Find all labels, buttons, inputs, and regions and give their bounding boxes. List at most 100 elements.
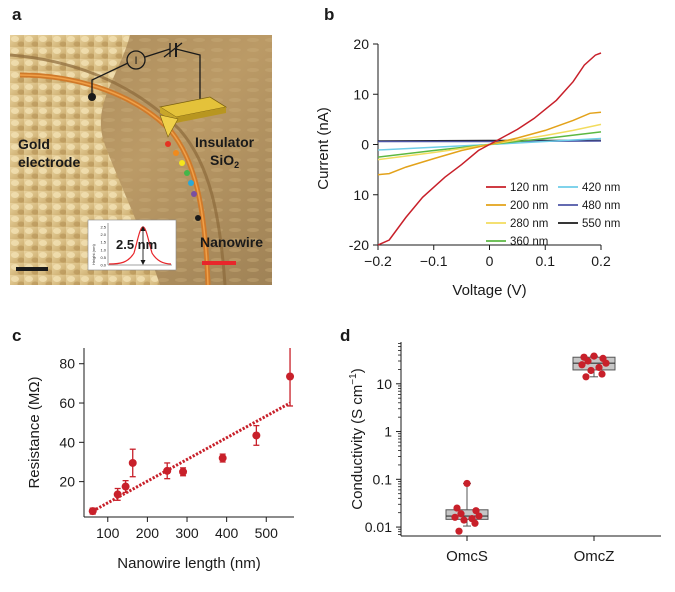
- linear-fit-line: [91, 401, 291, 513]
- series-line-550nm: [377, 139, 601, 142]
- data-point: [472, 507, 480, 515]
- legend-label: 280 nm: [510, 218, 548, 230]
- nanowire-dot-4: [184, 170, 190, 176]
- inset-tick-label: 0.5: [100, 255, 106, 260]
- panel-d-letter: d: [340, 326, 351, 345]
- data-point: [598, 370, 606, 378]
- y-tick-label: 1: [384, 424, 392, 440]
- series-line-360nm: [377, 131, 602, 158]
- x-tick-label: 200: [136, 525, 160, 541]
- x-tick-label: 100: [96, 525, 120, 541]
- box-iqr: [445, 509, 489, 520]
- x-axis-label: Nanowire length (nm): [117, 555, 260, 572]
- y-tick-label: -20: [349, 237, 369, 253]
- nanowire-position-dots: [165, 141, 201, 221]
- electrode-label: electrode: [18, 154, 80, 170]
- y-tick-label: 20: [59, 474, 75, 490]
- data-point: [286, 372, 295, 381]
- data-point: [88, 507, 97, 516]
- data-point: [595, 363, 603, 372]
- gold-label: Gold: [18, 136, 50, 152]
- data-point: [475, 512, 483, 520]
- data-point: [587, 366, 595, 375]
- afm-probe: [158, 96, 228, 138]
- y-tick-label: 0.1: [373, 471, 393, 487]
- height-value: 2.5 nm: [116, 237, 157, 252]
- y-tick-label: 0.01: [365, 519, 392, 535]
- x-tick-label: −0.1: [420, 253, 448, 269]
- iv-chart-panel-b: 20 10 0 10 -20−0.2 −0.1 0 0.1 0.2 Voltage (V) Curr…: [315, 36, 620, 299]
- y-tick-label: 10: [353, 86, 369, 102]
- legend-label: 360 nm: [510, 236, 548, 248]
- data-point: [578, 361, 586, 369]
- circuit-diagram: [91, 42, 201, 103]
- panel-a-letter: a: [12, 5, 22, 24]
- y-tick-label: 10: [376, 376, 392, 392]
- nanowire-dot-5: [188, 180, 194, 186]
- conductivity-chart-panel-d: 0.01 0.1 1 10 Conductivity (S cm−1) OmcS OmcZ: [348, 342, 661, 565]
- data-point: [460, 516, 468, 524]
- sio2-label: SiO2: [210, 152, 239, 170]
- scale-bar-right: [202, 261, 236, 265]
- data-point: [163, 466, 172, 475]
- x-tick-label: 0: [486, 253, 494, 269]
- data-point: [121, 482, 130, 491]
- box-iqr: [572, 356, 616, 371]
- y-tick-label: 40: [59, 434, 75, 450]
- y-tick-label: 0: [361, 137, 369, 153]
- y-axis-label: Conductivity (S cm−1): [348, 368, 366, 509]
- data-point: [582, 373, 590, 381]
- data-point: [580, 353, 588, 361]
- x-tick-label: −0.2: [364, 253, 392, 269]
- panel-c-letter: c: [12, 326, 22, 345]
- inset-tick-label: 0.0: [100, 263, 106, 268]
- nanowire-dot-3: [179, 160, 185, 166]
- y-tick-label: 10: [353, 187, 369, 203]
- x-tick-label: 500: [255, 525, 279, 541]
- inset-y-ticks: 2.5 2.0 1.5 1.0 0.5 0.0: [100, 225, 106, 268]
- panel-b-letter: b: [324, 5, 335, 24]
- y-axis-label: Resistance (MΩ): [26, 376, 43, 488]
- data-point: [451, 513, 459, 521]
- legend-label: 480 nm: [582, 200, 620, 212]
- data-point: [179, 467, 188, 476]
- data-point: [468, 515, 476, 523]
- data-point: [457, 510, 465, 518]
- inset-tick-label: 2.5: [100, 225, 106, 230]
- inset-y-label: Height (nm): [91, 243, 96, 265]
- data-point: [455, 527, 463, 535]
- electrode-edge: [10, 53, 227, 285]
- data-point: [590, 352, 598, 360]
- y-axis-label: Current (nA): [315, 107, 332, 190]
- category-label: OmcZ: [574, 548, 615, 565]
- series-line-120nm: [377, 52, 602, 246]
- data-point: [584, 357, 592, 365]
- x-tick-label: 300: [175, 525, 199, 541]
- ammeter-symbol: [126, 50, 146, 70]
- y-tick-label: 60: [59, 395, 75, 411]
- category-label: OmcS: [446, 548, 488, 565]
- nanowire-dot-7: [195, 215, 201, 221]
- series-line-200nm: [377, 111, 602, 176]
- scale-bar-left: [16, 267, 48, 271]
- inset-tick-label: 2.0: [100, 232, 106, 237]
- data-point: [471, 519, 479, 527]
- x-axis-label: Voltage (V): [452, 282, 526, 299]
- data-point: [463, 479, 471, 488]
- nanowire-dot-6: [191, 191, 197, 197]
- nanowire-dot-2: [173, 150, 179, 156]
- nanowire-dot-1: [165, 141, 171, 147]
- series-line-280nm: [377, 123, 602, 161]
- inset-tick-label: 1.0: [100, 247, 106, 252]
- ammeter-label: I: [134, 55, 137, 67]
- series-line-420nm: [377, 137, 602, 151]
- x-tick-label: 0.2: [591, 253, 611, 269]
- legend-label: 550 nm: [582, 218, 620, 230]
- inset-tick-label: 1.5: [100, 240, 106, 245]
- nanowire-label: Nanowire: [200, 234, 263, 250]
- legend-label: 120 nm: [510, 182, 548, 194]
- data-point: [252, 431, 261, 440]
- data-point: [218, 454, 227, 463]
- legend-label: 200 nm: [510, 200, 548, 212]
- data-point: [128, 458, 137, 467]
